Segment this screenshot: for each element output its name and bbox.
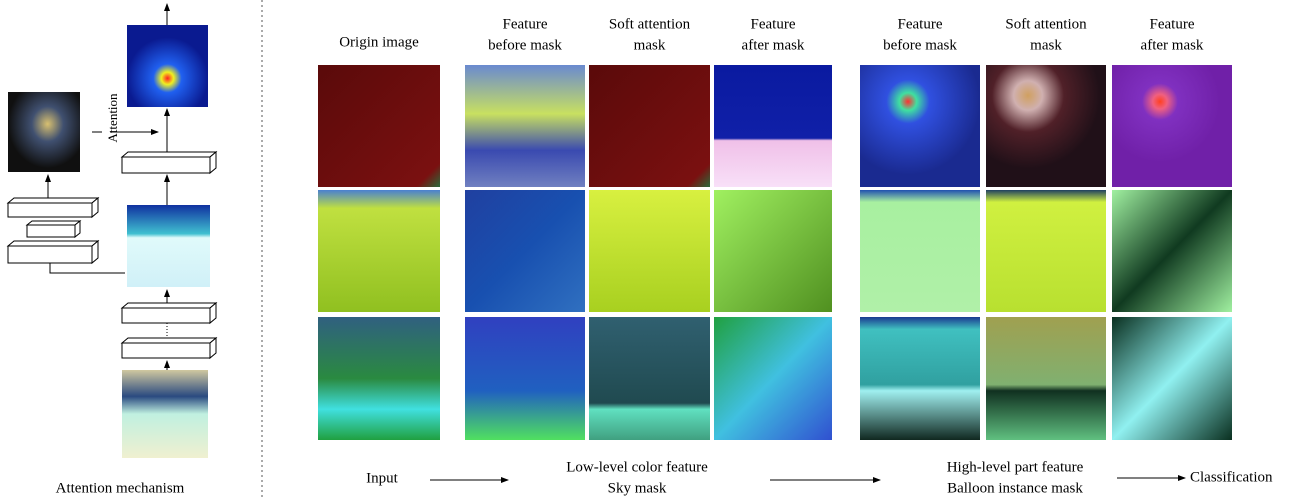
block-top	[122, 152, 216, 157]
figure: Attention Attention mechanism Origin ima…	[0, 0, 1313, 498]
block-top	[122, 338, 216, 343]
block	[8, 246, 92, 263]
image-tile	[986, 65, 1106, 187]
flow-low-level: Sky mask	[608, 480, 667, 496]
image-tile	[1112, 65, 1232, 187]
flow-high-level: High-level part feature	[947, 459, 1084, 475]
image-tile	[589, 190, 710, 312]
flow-high-level: Balloon instance mask	[947, 480, 1083, 496]
flow-low-level: Low-level color feature	[566, 459, 708, 475]
block	[122, 157, 210, 173]
connector	[50, 263, 125, 273]
column-header: after mask	[1141, 37, 1204, 53]
input-image	[8, 92, 80, 172]
image-tile	[1112, 317, 1232, 440]
flow-input: Input	[366, 470, 398, 486]
image-tile	[589, 65, 710, 187]
column-header: Soft attention	[1005, 16, 1087, 32]
column-header: Soft attention	[609, 16, 691, 32]
column-header: before mask	[883, 37, 957, 53]
column-header: Feature	[751, 16, 796, 32]
column-header: mask	[634, 37, 666, 53]
image-tile	[465, 317, 585, 440]
image-tile	[986, 190, 1106, 312]
image-tile	[318, 190, 440, 312]
block-top	[27, 221, 80, 225]
image-tile	[714, 190, 832, 312]
attention-label: Attention	[105, 93, 120, 143]
block-top	[8, 241, 98, 246]
flow-output: Classification	[1190, 469, 1273, 485]
image-tile	[318, 317, 440, 440]
block	[8, 203, 92, 217]
block	[122, 343, 210, 358]
left-caption: Attention mechanism	[56, 480, 185, 496]
image-grid	[318, 65, 1232, 440]
image-tile	[860, 317, 980, 440]
image-tile	[986, 317, 1106, 440]
column-headers: Origin image Feature before mask Soft atten…	[339, 16, 1204, 53]
block-top	[8, 198, 98, 203]
column-header: Feature	[898, 16, 943, 32]
block	[122, 308, 210, 323]
column-header: Feature	[1150, 16, 1195, 32]
attention-heatmap	[127, 25, 208, 107]
image-tile	[589, 317, 710, 440]
image-tile	[1112, 190, 1232, 312]
image-tile	[860, 65, 980, 187]
image-tile	[465, 190, 585, 312]
balloon-image	[122, 370, 208, 458]
block	[27, 225, 75, 237]
block-top	[122, 303, 216, 308]
column-header: after mask	[742, 37, 805, 53]
image-tile	[465, 65, 585, 187]
feature-image	[127, 205, 210, 287]
column-header: mask	[1030, 37, 1062, 53]
image-tile	[860, 190, 980, 312]
column-header: before mask	[488, 37, 562, 53]
image-tile	[714, 65, 832, 187]
image-tile	[318, 65, 440, 187]
image-tile	[714, 317, 832, 440]
column-header: Feature	[503, 16, 548, 32]
column-header: Origin image	[339, 34, 419, 50]
